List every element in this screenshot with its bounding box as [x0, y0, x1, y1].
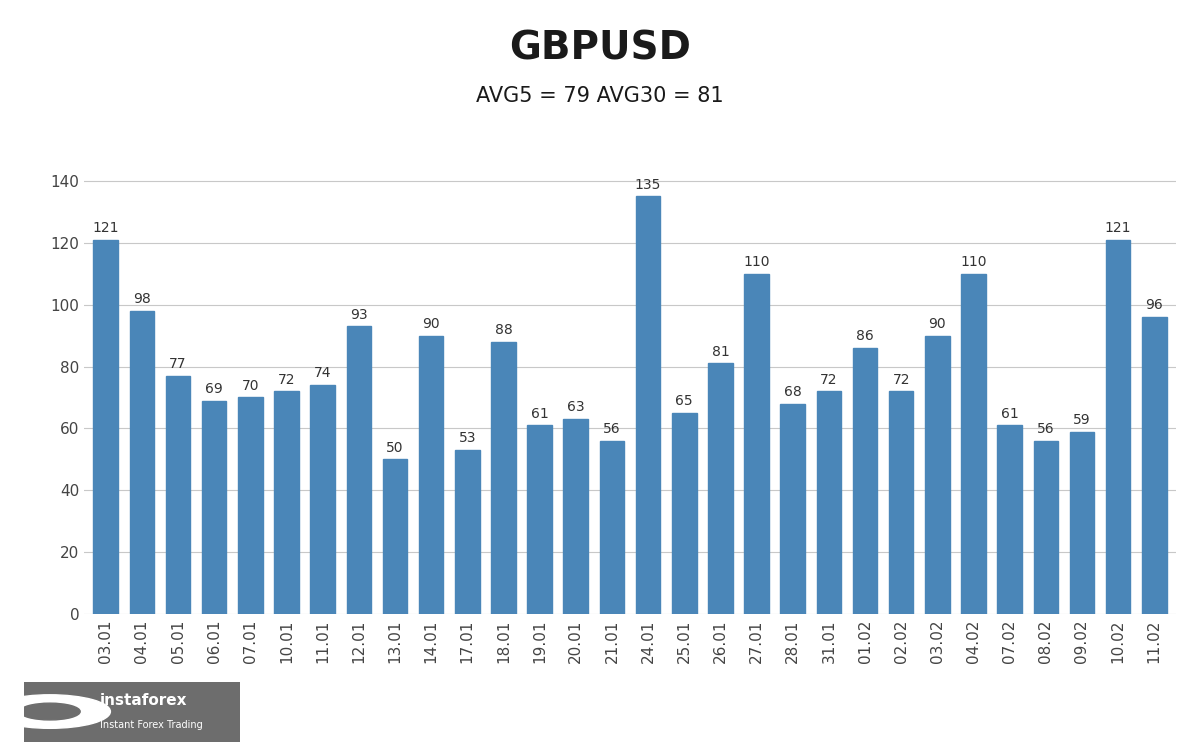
Bar [672, 413, 696, 614]
Text: instaforex: instaforex [100, 694, 187, 709]
Bar [816, 391, 841, 614]
Text: 98: 98 [133, 292, 151, 306]
Text: 72: 72 [893, 373, 910, 386]
Text: 70: 70 [241, 379, 259, 392]
Text: AVG5 = 79 AVG30 = 81: AVG5 = 79 AVG30 = 81 [476, 86, 724, 106]
Text: 121: 121 [92, 221, 119, 235]
Text: 59: 59 [1073, 413, 1091, 427]
Text: 90: 90 [422, 317, 440, 331]
Bar [419, 336, 444, 614]
Bar [491, 342, 516, 614]
Bar [130, 311, 154, 614]
Text: Instant Forex Trading: Instant Forex Trading [100, 720, 203, 730]
Text: GBPUSD: GBPUSD [509, 30, 691, 68]
Text: 65: 65 [676, 394, 694, 408]
Bar [311, 385, 335, 614]
Bar [527, 425, 552, 614]
Bar [708, 363, 733, 614]
Text: 81: 81 [712, 345, 730, 359]
Bar [961, 273, 986, 614]
Bar [1142, 317, 1166, 614]
Bar [1069, 431, 1094, 614]
Bar [455, 450, 480, 614]
Bar [1106, 240, 1130, 614]
Text: 110: 110 [960, 255, 986, 269]
Text: 86: 86 [856, 330, 874, 343]
Text: 135: 135 [635, 178, 661, 192]
Text: 110: 110 [743, 255, 770, 269]
Bar [780, 404, 805, 614]
Bar [347, 327, 371, 614]
Text: 61: 61 [1001, 407, 1019, 421]
Bar [1033, 441, 1058, 614]
Text: 63: 63 [566, 401, 584, 414]
Text: 61: 61 [530, 407, 548, 421]
Circle shape [19, 703, 80, 720]
Text: 56: 56 [1037, 422, 1055, 436]
Bar [383, 459, 407, 614]
Text: 53: 53 [458, 431, 476, 446]
Bar [925, 336, 949, 614]
Text: 56: 56 [604, 422, 620, 436]
Bar [166, 376, 191, 614]
Text: 68: 68 [784, 385, 802, 399]
Text: 121: 121 [1105, 221, 1132, 235]
Bar [853, 348, 877, 614]
Bar [274, 391, 299, 614]
Text: 50: 50 [386, 440, 403, 455]
Bar [744, 273, 769, 614]
Text: 74: 74 [314, 366, 331, 380]
Bar [997, 425, 1022, 614]
Bar [600, 441, 624, 614]
Bar [889, 391, 913, 614]
Text: 72: 72 [820, 373, 838, 386]
Text: 72: 72 [277, 373, 295, 386]
Bar [238, 398, 263, 614]
Text: 96: 96 [1146, 298, 1163, 312]
Bar [202, 401, 227, 614]
Circle shape [0, 695, 110, 728]
Text: 88: 88 [494, 323, 512, 337]
Text: 77: 77 [169, 357, 187, 372]
Text: 93: 93 [350, 308, 367, 321]
Text: 69: 69 [205, 382, 223, 396]
Bar [94, 240, 118, 614]
Text: 90: 90 [929, 317, 946, 331]
Bar [636, 196, 660, 614]
Bar [564, 419, 588, 614]
